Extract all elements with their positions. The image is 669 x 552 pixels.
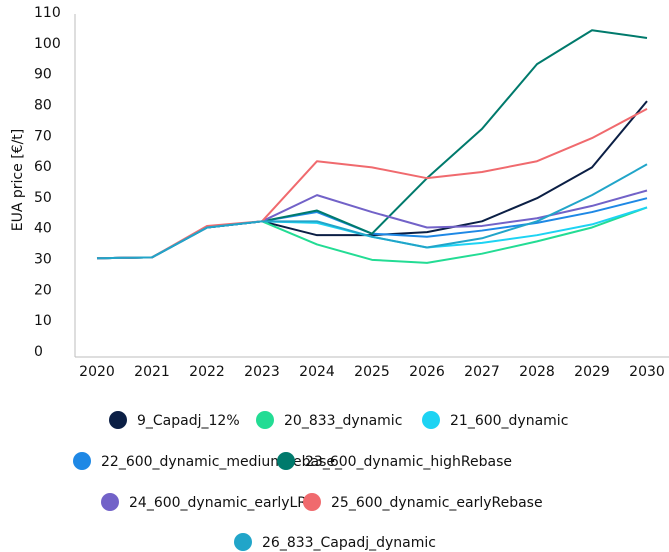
series-line bbox=[96, 189, 648, 260]
x-tick-label: 2022 bbox=[189, 364, 225, 380]
legend-marker bbox=[303, 493, 321, 511]
legend-label: 23_600_dynamic_highRebase bbox=[305, 454, 512, 470]
y-tick-label: 70 bbox=[34, 128, 52, 144]
x-tick-label: 2021 bbox=[134, 364, 170, 380]
legend-label: 25_600_dynamic_earlyRebase bbox=[331, 495, 543, 511]
y-tick-label: 100 bbox=[34, 36, 61, 52]
legend-marker bbox=[73, 452, 91, 470]
y-tick-label: 50 bbox=[34, 190, 52, 206]
legend-label: 24_600_dynamic_earlyLRF bbox=[129, 495, 315, 511]
x-tick-label: 2025 bbox=[354, 364, 390, 380]
y-tick-label: 30 bbox=[34, 252, 52, 268]
series-line bbox=[96, 163, 648, 260]
legend-label: 20_833_dynamic bbox=[284, 413, 402, 429]
x-tick-label: 2026 bbox=[409, 364, 445, 380]
x-tick-label: 2020 bbox=[79, 364, 115, 380]
legend-marker bbox=[422, 411, 440, 429]
series-line bbox=[96, 29, 648, 260]
y-axis-label: EUA price [€/t] bbox=[10, 129, 26, 231]
y-tick-label: 40 bbox=[34, 221, 52, 237]
legend-marker bbox=[256, 411, 274, 429]
legend-marker bbox=[101, 493, 119, 511]
x-tick-label: 2024 bbox=[299, 364, 335, 380]
legend-marker bbox=[277, 452, 295, 470]
y-tick-label: 0 bbox=[34, 344, 43, 360]
legend-label: 9_Capadj_12% bbox=[137, 413, 240, 429]
x-tick-label: 2029 bbox=[574, 364, 610, 380]
x-tick-label: 2028 bbox=[519, 364, 555, 380]
legend-label: 26_833_Capadj_dynamic bbox=[262, 535, 436, 551]
y-tick-label: 20 bbox=[34, 282, 52, 298]
y-tick-label: 60 bbox=[34, 159, 52, 175]
y-tick-label: 90 bbox=[34, 67, 52, 83]
legend-marker bbox=[234, 533, 252, 551]
legend-marker bbox=[109, 411, 127, 429]
y-tick-label: 80 bbox=[34, 97, 52, 113]
y-tick-label: 110 bbox=[34, 5, 61, 21]
y-tick-label: 10 bbox=[34, 313, 52, 329]
x-tick-label: 2023 bbox=[244, 364, 280, 380]
x-tick-label: 2027 bbox=[464, 364, 500, 380]
x-tick-label: 2030 bbox=[629, 364, 665, 380]
legend-label: 21_600_dynamic bbox=[450, 413, 568, 429]
